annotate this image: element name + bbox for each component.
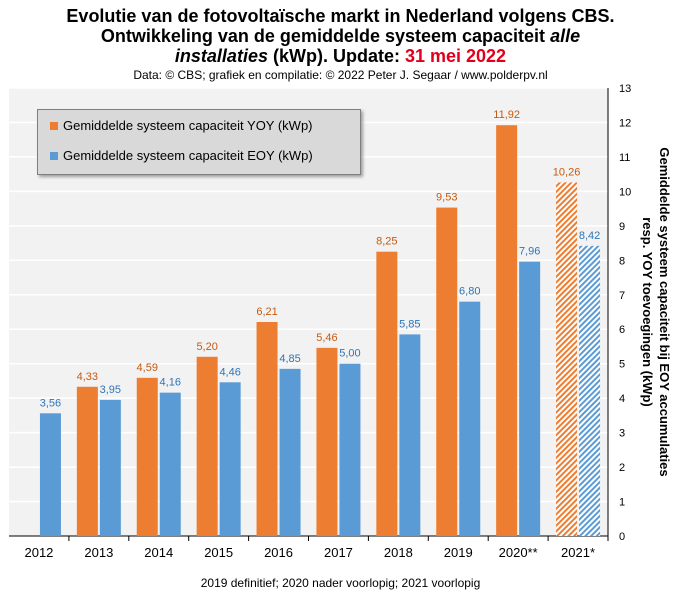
legend-item-eoy: Gemiddelde systeem capaciteit EOY (kWp)	[50, 148, 313, 163]
bar-eoy	[459, 301, 481, 536]
bar-eoy	[99, 399, 121, 536]
title-italic-installaties: installaties	[174, 46, 268, 66]
x-tick-label: 2013	[84, 545, 113, 560]
data-label-eoy: 5,85	[399, 318, 420, 330]
data-label-yoy: 5,46	[316, 332, 337, 344]
data-label-eoy: 4,85	[279, 353, 300, 365]
y-tick-label: 0	[619, 531, 625, 543]
y-tick-label: 13	[619, 83, 631, 95]
data-label-yoy: 10,26	[553, 166, 581, 178]
data-label-yoy: 5,20	[196, 341, 217, 353]
data-label-yoy: 9,53	[436, 192, 457, 204]
legend-swatch-eoy	[50, 151, 58, 160]
data-label-yoy: 4,33	[77, 371, 98, 383]
bar-yoy	[376, 251, 398, 536]
bar-eoy	[339, 363, 361, 536]
bar-yoy	[76, 386, 98, 536]
y-tick-label: 6	[619, 324, 625, 336]
bar-yoy	[196, 356, 218, 536]
chart-subtitle: Data: © CBS; grafiek en compilatie: © 20…	[133, 68, 548, 82]
chart-footnote: 2019 definitief; 2020 nader voorlopig; 2…	[200, 576, 481, 590]
y-tick-label: 8	[619, 255, 625, 267]
y-tick-label: 12	[619, 117, 631, 129]
chart-legend: Gemiddelde systeem capaciteit YOY (kWp) …	[37, 109, 361, 175]
y-tick-label: 10	[619, 186, 631, 198]
legend-label-eoy: Gemiddelde systeem capaciteit EOY (kWp)	[63, 148, 313, 163]
data-label-eoy: 6,80	[459, 286, 480, 298]
bar-yoy	[556, 182, 578, 536]
bar-eoy	[519, 261, 541, 536]
bar-yoy	[256, 321, 278, 536]
y-tick-label: 9	[619, 221, 625, 233]
data-label-yoy: 11,92	[493, 109, 520, 121]
x-tick-label: 2015	[204, 545, 233, 560]
legend-swatch-yoy	[50, 121, 58, 130]
y-tick-label: 11	[619, 152, 630, 164]
y-tick-label: 2	[619, 462, 625, 474]
y-tick-label: 5	[619, 359, 625, 371]
x-tick-label: 2012	[24, 545, 53, 560]
x-tick-label: 2019	[444, 545, 473, 560]
title-italic-alle: alle	[550, 26, 581, 46]
data-label-eoy: 4,46	[219, 366, 240, 378]
x-tick-label: 2017	[324, 545, 353, 560]
x-tick-label: 2018	[384, 545, 413, 560]
update-date: 31 mei 2022	[404, 46, 507, 66]
bar-eoy	[39, 413, 61, 536]
chart-title-line3: installaties (kWp). Update: 31 mei 2022	[174, 46, 507, 66]
bar-eoy	[399, 334, 421, 536]
data-label-eoy: 8,42	[579, 230, 600, 242]
bar-yoy	[316, 347, 338, 536]
y-tick-label: 3	[619, 428, 625, 440]
legend-label-yoy: Gemiddelde systeem capaciteit YOY (kWp)	[63, 118, 313, 133]
data-label-yoy: 6,21	[256, 306, 277, 318]
x-tick-label: 2021*	[561, 545, 595, 560]
data-label-eoy: 4,16	[160, 377, 181, 389]
bar-eoy	[279, 368, 301, 536]
data-label-eoy: 3,95	[100, 384, 121, 396]
data-label-yoy: 8,25	[376, 236, 397, 248]
data-label-eoy: 7,96	[519, 246, 540, 258]
data-label-yoy: 4,59	[137, 362, 158, 374]
y-axis-label-line2: resp. YOY toevoegingen (kWp)	[640, 217, 655, 407]
y-tick-label: 1	[619, 497, 625, 509]
bar-eoy	[159, 392, 181, 536]
bar-eoy	[579, 245, 601, 536]
y-tick-label: 7	[619, 290, 625, 302]
bar-yoy	[496, 125, 518, 537]
data-label-eoy: 3,56	[40, 397, 61, 409]
y-tick-label: 4	[619, 393, 625, 405]
bar-yoy	[436, 207, 458, 536]
x-tick-label: 2020**	[499, 545, 538, 560]
chart-title-line2: Ontwikkeling van de gemiddelde systeem c…	[100, 26, 581, 46]
legend-item-yoy: Gemiddelde systeem capaciteit YOY (kWp)	[50, 118, 313, 133]
y-axis-label: Gemiddelde systeem capaciteit bij EOY ac…	[657, 147, 672, 476]
x-tick-label: 2016	[264, 545, 293, 560]
data-label-eoy: 5,00	[339, 348, 360, 360]
chart-title-line1: Evolutie van de fotovoltaïsche markt in …	[66, 6, 615, 26]
x-tick-label: 2014	[144, 545, 173, 560]
bar-yoy	[136, 377, 158, 536]
bar-eoy	[219, 382, 241, 536]
